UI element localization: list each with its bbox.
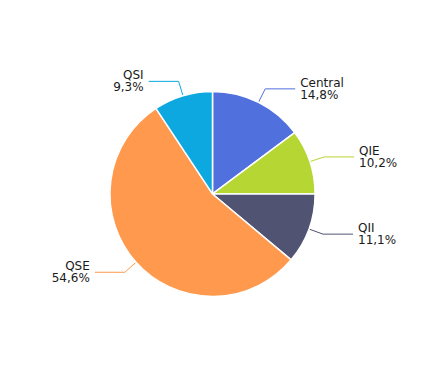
svg-text:9,3%: 9,3% [113,80,144,94]
svg-text:QIE: QIE [359,143,380,158]
svg-text:QSI: QSI [123,68,144,83]
svg-text:14,8%: 14,8% [300,88,338,102]
svg-text:11,1%: 11,1% [358,233,396,247]
svg-text:54,6%: 54,6% [52,271,90,285]
svg-text:10,2%: 10,2% [359,156,397,170]
svg-text:QII: QII [358,221,375,236]
svg-text:Central: Central [300,75,344,90]
svg-text:QSE: QSE [65,259,90,274]
